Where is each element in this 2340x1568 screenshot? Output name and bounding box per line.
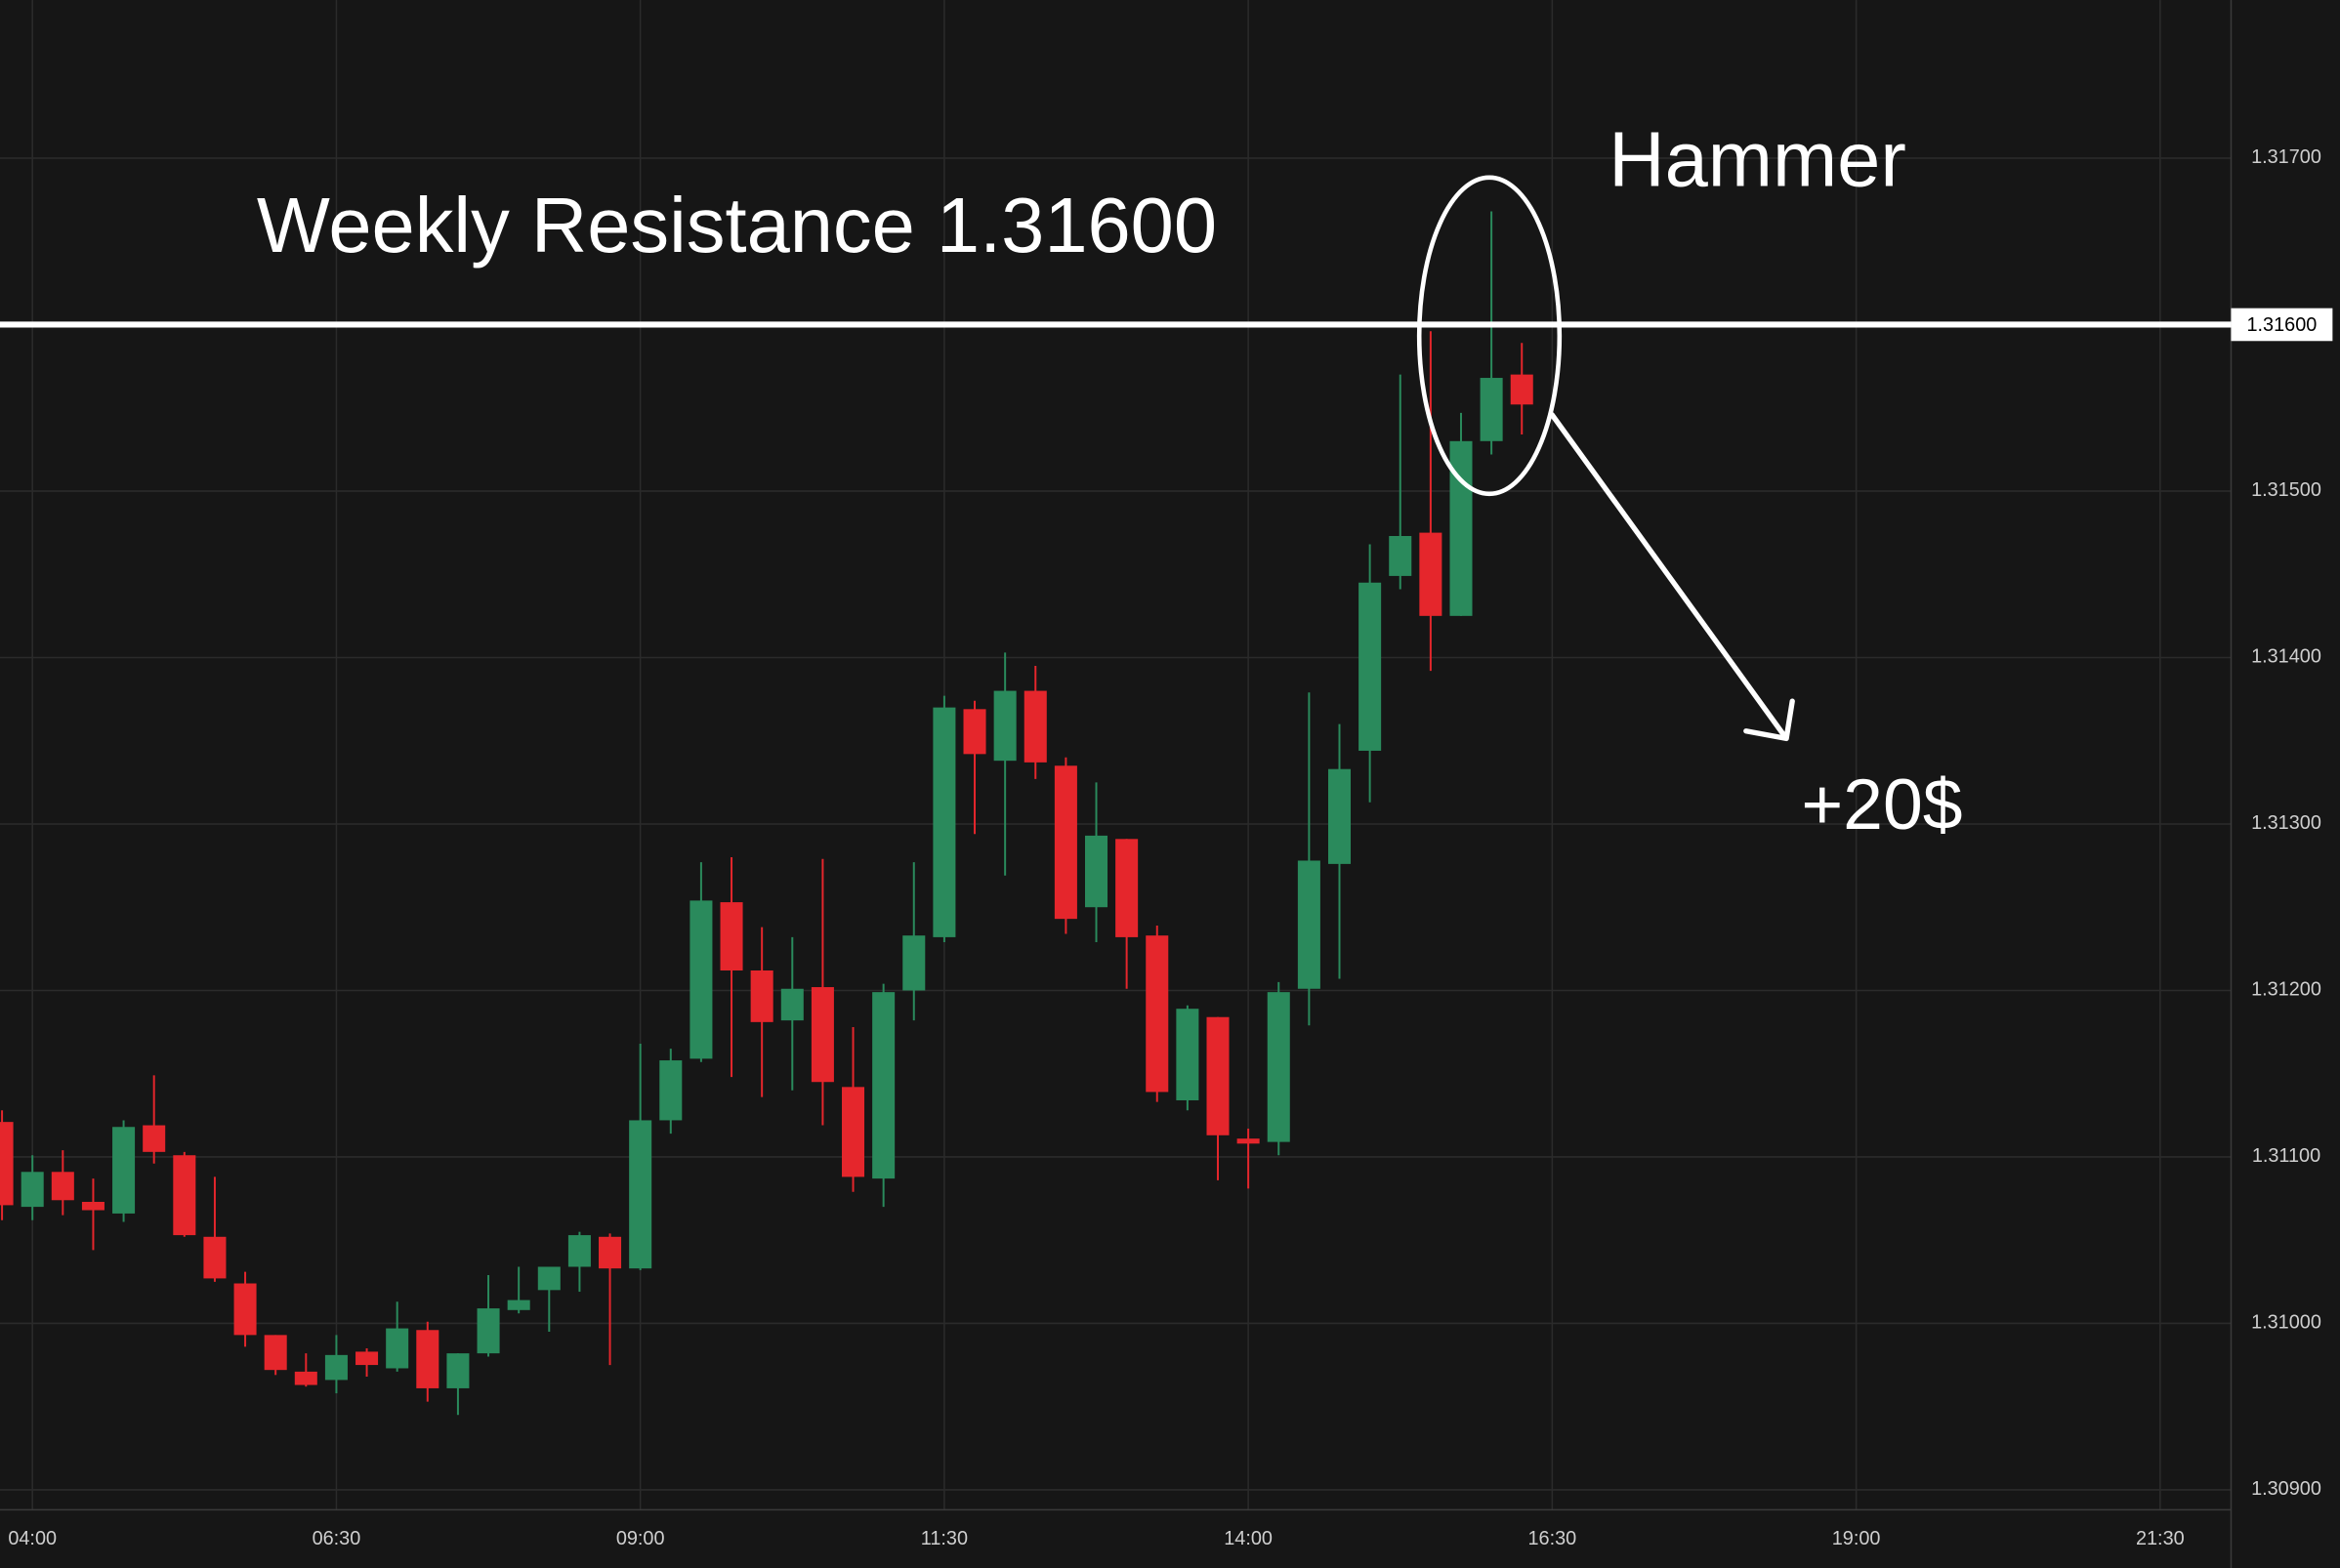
- overlay: 1.30900 1.31000 1.31100 1.31200 1.31300 1.314…: [0, 146, 2333, 1549]
- x-tick-label: 11:30: [921, 1528, 968, 1549]
- candle-body: [51, 1172, 74, 1201]
- candle-body: [112, 1127, 136, 1214]
- candle-body: [842, 1087, 865, 1177]
- candle-body: [1480, 378, 1503, 441]
- candle-body: [264, 1335, 287, 1371]
- price-label-box: [2231, 308, 2333, 342]
- candle-body: [750, 970, 773, 1022]
- candle-body: [386, 1328, 409, 1369]
- candle-body: [446, 1353, 470, 1388]
- candle-body: [1327, 768, 1352, 864]
- candle-body: [537, 1266, 561, 1291]
- candle-body: [477, 1308, 500, 1354]
- candles: [0, 211, 1533, 1416]
- annotation: Weekly Resistance 1.31600: [257, 182, 1217, 268]
- candle-body: [1297, 860, 1320, 989]
- y-tick-label: 1.31200: [2251, 979, 2321, 1001]
- x-tick-label: 06:30: [313, 1528, 361, 1549]
- x-tick-label: 09:00: [616, 1528, 665, 1549]
- y-tick-label: 1.31100: [2252, 1145, 2320, 1167]
- candle-body: [780, 988, 804, 1021]
- y-tick-label: 1.31300: [2251, 812, 2321, 834]
- candle-body: [933, 707, 956, 937]
- candle-body: [1389, 536, 1412, 576]
- candle-body: [963, 709, 986, 755]
- candle-body: [1146, 935, 1169, 1093]
- candle-body: [355, 1351, 379, 1366]
- candle-body: [629, 1120, 652, 1269]
- annotation: Hammer: [1609, 116, 1906, 203]
- hammer-ellipse: [1416, 175, 1563, 497]
- candle-body: [0, 1122, 14, 1206]
- candle-body: [1358, 582, 1382, 751]
- y-tick-label: 1.31500: [2251, 479, 2321, 501]
- candle-body: [143, 1125, 166, 1152]
- candle-body: [1206, 1016, 1230, 1135]
- candle-body: [294, 1371, 317, 1385]
- candle-body: [689, 900, 713, 1059]
- y-tick-label: 1.31000: [2251, 1312, 2321, 1334]
- candle-body: [659, 1060, 683, 1121]
- candle-body: [1054, 765, 1077, 920]
- candle-body: [872, 992, 896, 1179]
- candle-body: [811, 987, 834, 1083]
- candle-body: [1024, 690, 1047, 763]
- candle-body: [599, 1236, 622, 1269]
- candle-body: [567, 1235, 591, 1267]
- x-tick-label: 14:00: [1224, 1528, 1273, 1549]
- arrow: [1549, 412, 1795, 742]
- x-tick-label: 19:00: [1832, 1528, 1881, 1549]
- candle-body: [1176, 1009, 1199, 1100]
- candle-body: [720, 902, 743, 970]
- x-tick-label: 16:30: [1528, 1528, 1577, 1549]
- candle-body: [233, 1283, 257, 1336]
- candle-body: [173, 1155, 196, 1236]
- annotation: +20$: [1801, 764, 1962, 845]
- candle-body: [1236, 1138, 1260, 1144]
- candle-body: [21, 1172, 44, 1208]
- candle-body: [1084, 835, 1108, 908]
- y-tick-label: 1.31700: [2251, 146, 2321, 168]
- candle-body: [203, 1236, 227, 1279]
- candle-body: [902, 935, 926, 991]
- candle-body: [993, 690, 1017, 762]
- candle-body: [324, 1354, 348, 1381]
- x-tick-label: 21:30: [2136, 1528, 2185, 1549]
- y-tick-label: 1.31400: [2251, 646, 2321, 668]
- candle-body: [1419, 532, 1442, 616]
- y-tick-label: 1.30900: [2251, 1478, 2321, 1500]
- price-label: 1.31600: [2247, 314, 2318, 336]
- candle-body: [1115, 839, 1139, 937]
- candle-body: [416, 1330, 439, 1388]
- candle-body: [507, 1300, 530, 1310]
- x-tick-label: 04:00: [8, 1528, 57, 1549]
- candle-body: [81, 1201, 104, 1211]
- candle-body: [1267, 992, 1290, 1142]
- candle-body: [1510, 374, 1533, 405]
